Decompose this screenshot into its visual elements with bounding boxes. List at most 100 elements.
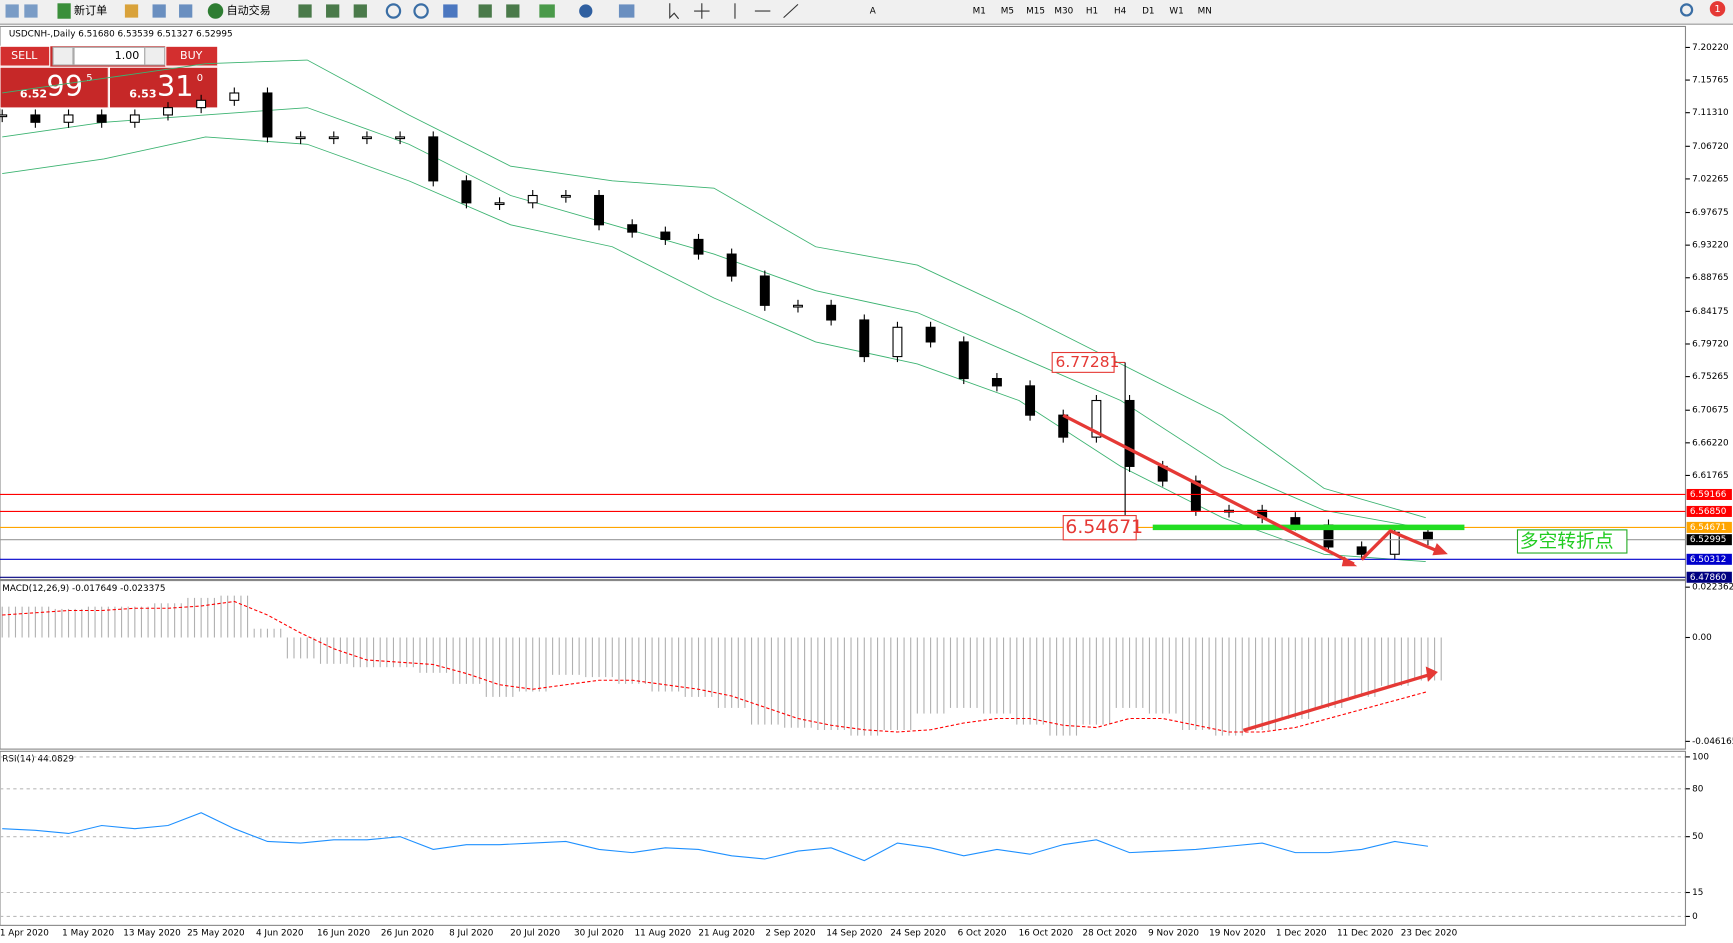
- auto-trading-icon[interactable]: [207, 3, 224, 19]
- level-label: 6.52995: [1690, 535, 1727, 545]
- candle: [1025, 385, 1036, 416]
- search-icon[interactable]: [1679, 3, 1694, 17]
- y-tick-label: 80: [1692, 784, 1704, 794]
- indicator-icon[interactable]: [539, 4, 555, 18]
- y-tick-label: 50: [1692, 832, 1704, 842]
- period-button[interactable]: M30: [1054, 7, 1073, 17]
- candle: [328, 136, 339, 140]
- candle: [660, 231, 671, 240]
- x-tick-label: 6 Oct 2020: [958, 929, 1007, 939]
- annotation: 多空转折点: [1520, 531, 1614, 553]
- x-tick-label: 13 May 2020: [123, 929, 181, 939]
- candle: [726, 253, 737, 277]
- x-tick-label: 19 Nov 2020: [1209, 929, 1266, 939]
- level-tag: [1686, 505, 1732, 517]
- tool-icon[interactable]: [298, 4, 312, 18]
- one-click-trading: SELL BUY 1.00 6.52 99 5 6.53 31 0: [0, 45, 219, 109]
- y-tick-label: 7.15765: [1692, 76, 1729, 86]
- tool-icon[interactable]: [179, 4, 193, 18]
- x-tick-label: 24 Sep 2020: [890, 929, 946, 939]
- y-tick-label: 7.20220: [1692, 43, 1729, 53]
- tool-icon[interactable]: [506, 4, 520, 18]
- trendline-tool[interactable]: [783, 4, 799, 19]
- macd-panel: [0, 580, 1687, 750]
- zoom-in[interactable]: [385, 3, 402, 19]
- tool-icon[interactable]: [5, 4, 19, 18]
- volume-up[interactable]: [144, 46, 166, 66]
- x-tick-label: 1 Apr 2020: [0, 929, 49, 939]
- candle: [494, 202, 505, 206]
- period-button[interactable]: D1: [1142, 7, 1154, 17]
- auto-trading-button[interactable]: 自动交易: [227, 3, 271, 17]
- y-tick-label: 7.06720: [1692, 142, 1729, 152]
- candle: [295, 136, 306, 140]
- y-tick-label: 6.84175: [1692, 307, 1729, 317]
- y-tick-label: 0.022362: [1692, 583, 1733, 593]
- level-tag: [1686, 571, 1732, 583]
- annotation-box: [1051, 351, 1115, 373]
- period-button[interactable]: M5: [1001, 7, 1014, 17]
- text-tool[interactable]: A: [870, 7, 876, 17]
- template-icon[interactable]: [618, 4, 635, 18]
- y-tick-label: 6.70675: [1692, 406, 1729, 416]
- level-tag: [1686, 553, 1732, 565]
- y-tick-label: 6.75265: [1692, 372, 1729, 382]
- period-button[interactable]: M1: [973, 7, 986, 17]
- candle: [262, 92, 273, 138]
- candle: [361, 136, 372, 140]
- candle: [560, 194, 571, 198]
- level-label: 6.59166: [1690, 490, 1727, 500]
- cursor-tool[interactable]: [669, 3, 680, 20]
- tool-icon[interactable]: [124, 4, 139, 18]
- volume-down[interactable]: [52, 46, 74, 66]
- notification-badge[interactable]: [1709, 1, 1726, 17]
- crosshair-tool[interactable]: [694, 3, 710, 19]
- level-label: 6.54671: [1690, 523, 1727, 533]
- candle: [1190, 480, 1201, 511]
- y-tick-label: 7.02265: [1692, 174, 1729, 184]
- x-tick-label: 14 Sep 2020: [826, 929, 882, 939]
- period-button[interactable]: W1: [1169, 7, 1183, 17]
- price-panel: [0, 25, 1687, 581]
- new-order-icon[interactable]: [57, 3, 71, 19]
- chart-panels: [0, 25, 1687, 926]
- x-tick-label: 23 Dec 2020: [1401, 929, 1458, 939]
- y-tick-label: 15: [1692, 888, 1703, 898]
- period-button[interactable]: H1: [1086, 7, 1098, 17]
- x-tick-label: 21 Aug 2020: [698, 929, 755, 939]
- annotation-box: [1062, 515, 1137, 541]
- candle: [859, 319, 870, 358]
- period-button[interactable]: M15: [1026, 7, 1045, 17]
- sell-price-box[interactable]: [0, 66, 109, 109]
- tool-icon[interactable]: [353, 4, 367, 18]
- candle: [627, 224, 638, 233]
- tool-icon[interactable]: [24, 4, 38, 18]
- tool-icon[interactable]: [326, 4, 340, 18]
- candle: [96, 114, 107, 123]
- zoom-out[interactable]: [413, 3, 429, 19]
- new-order-button[interactable]: 新订单: [74, 3, 107, 17]
- sell-button[interactable]: [0, 45, 51, 67]
- candle: [925, 326, 936, 343]
- candle: [1422, 531, 1433, 541]
- candle: [229, 92, 240, 101]
- period-icon[interactable]: [579, 4, 593, 18]
- annotation: 6.54671: [1065, 517, 1143, 538]
- candle: [63, 114, 74, 123]
- tool-icon[interactable]: [152, 4, 166, 18]
- x-tick-label: 11 Dec 2020: [1337, 929, 1394, 939]
- tool-icon[interactable]: [443, 4, 458, 18]
- y-tick-label: 6.79720: [1692, 339, 1729, 349]
- rsi-panel: [0, 750, 1687, 926]
- x-tick-label: 1 Dec 2020: [1276, 929, 1327, 939]
- x-tick-label: 26 Jun 2020: [381, 929, 434, 939]
- bollinger-band: [2, 136, 1426, 563]
- period-button[interactable]: MN: [1198, 7, 1212, 17]
- period-button[interactable]: H4: [1114, 7, 1127, 17]
- tool-icon[interactable]: [478, 4, 492, 18]
- buy-price-small: 0: [197, 73, 203, 84]
- level-tag: [1686, 488, 1732, 500]
